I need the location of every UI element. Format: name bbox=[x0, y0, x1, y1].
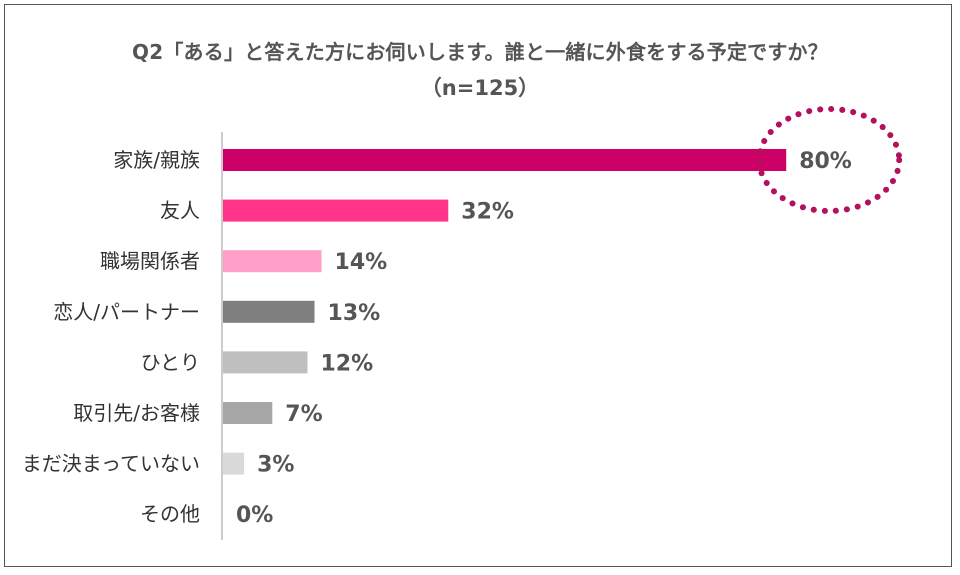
bar bbox=[223, 402, 273, 424]
category-label: 家族/親族 bbox=[113, 148, 200, 172]
category-label: 職場関係者 bbox=[100, 249, 200, 273]
value-label: 7% bbox=[285, 402, 322, 427]
value-label: 80% bbox=[799, 149, 852, 174]
category-label: 取引先/お客様 bbox=[73, 401, 200, 425]
category-label: 恋人/パートナー bbox=[53, 300, 200, 324]
bar bbox=[223, 250, 322, 273]
category-label: 友人 bbox=[160, 199, 200, 223]
category-label: その他 bbox=[140, 502, 200, 526]
bar bbox=[223, 300, 315, 323]
value-label: 0% bbox=[236, 503, 273, 528]
category-label: ひとり bbox=[141, 350, 200, 374]
chart-subtitle: （n=125） bbox=[420, 76, 540, 100]
value-label: 3% bbox=[257, 453, 294, 478]
bar bbox=[223, 149, 787, 171]
bar bbox=[223, 452, 245, 475]
chart-frame bbox=[4, 4, 952, 567]
value-label: 32% bbox=[461, 200, 514, 225]
bar bbox=[223, 199, 449, 222]
value-label: 14% bbox=[335, 250, 388, 275]
bar bbox=[223, 351, 308, 374]
category-label: まだ決まっていない bbox=[22, 452, 200, 476]
value-label: 12% bbox=[320, 351, 373, 376]
value-label: 13% bbox=[328, 301, 381, 326]
chart-title: Q2「ある」と答えた方にお伺いします。誰と一緒に外食をする予定ですか？ bbox=[132, 40, 828, 64]
highlight-ellipse bbox=[756, 106, 903, 214]
